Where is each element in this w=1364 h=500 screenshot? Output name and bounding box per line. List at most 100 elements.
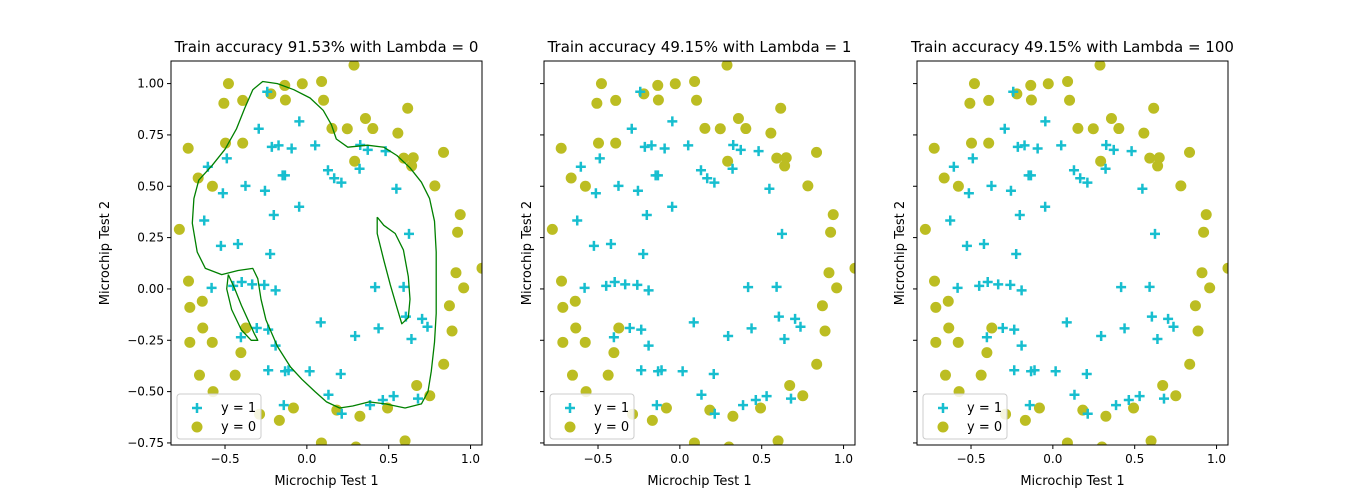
data-point-y0	[1113, 123, 1125, 135]
data-point-y1	[1123, 395, 1134, 406]
data-point-y1	[323, 389, 334, 400]
data-point-y1	[1050, 366, 1061, 377]
axes-frame	[543, 60, 856, 446]
data-point-y1	[643, 285, 654, 296]
data-point-y1	[315, 317, 326, 328]
data-point-y0	[952, 336, 964, 348]
x-tick-label: 0.5	[379, 452, 398, 466]
data-point-y0	[555, 142, 567, 154]
data-point-y1	[1111, 400, 1122, 411]
subplot-title: Train accuracy 49.15% with Lambda = 100	[910, 38, 1234, 56]
data-point-y1	[273, 140, 284, 151]
data-point-y0	[986, 322, 998, 334]
data-point-y1	[572, 215, 583, 226]
data-point-y1	[1005, 185, 1016, 196]
data-point-y1	[373, 323, 384, 334]
data-point-y1	[1056, 140, 1067, 151]
data-point-y1	[1005, 279, 1016, 290]
data-point-y1	[688, 317, 699, 328]
data-point-y0	[359, 112, 371, 124]
data-point-y1	[1116, 282, 1127, 293]
data-point-y1	[262, 86, 273, 97]
data-point-y0	[1204, 282, 1216, 294]
data-point-y1	[1069, 389, 1080, 400]
x-axis-label: Microchip Test 1	[1020, 474, 1124, 489]
legend-marker-y1	[938, 403, 948, 413]
data-point-y1	[702, 173, 713, 184]
data-point-y1	[785, 393, 796, 404]
data-point-y0	[823, 267, 835, 279]
data-point-y0	[1148, 102, 1160, 114]
y-tick-label: 0.25	[137, 231, 164, 245]
data-point-y1	[771, 281, 782, 292]
subplot-title: Train accuracy 91.53% with Lambda = 0	[174, 38, 479, 56]
data-point-y0	[565, 172, 577, 184]
data-point-y1	[1040, 116, 1051, 127]
data-point-y1	[605, 238, 616, 249]
data-point-y1	[1101, 139, 1112, 150]
data-point-y0	[1019, 414, 1031, 426]
data-point-y1	[638, 249, 649, 260]
data-point-y1	[632, 185, 643, 196]
data-point-y0	[1192, 325, 1204, 337]
data-point-y1	[370, 282, 381, 293]
data-point-y1	[406, 334, 417, 345]
data-point-y1	[750, 395, 761, 406]
data-point-y1	[215, 240, 226, 251]
data-point-y0	[608, 347, 620, 359]
data-point-y0	[184, 336, 196, 348]
data-point-y1	[283, 365, 294, 376]
data-point-y0	[557, 301, 569, 313]
data-point-y0	[714, 123, 726, 135]
data-point-y1	[1146, 311, 1157, 322]
data-point-y1	[398, 281, 409, 292]
data-point-y0	[983, 137, 995, 149]
data-point-y1	[232, 238, 243, 249]
data-point-y1	[1082, 408, 1093, 419]
data-point-y0	[593, 137, 605, 149]
data-point-y1	[579, 282, 590, 293]
legend: y = 1 y = 0	[176, 393, 262, 440]
legend-label-y0: y = 0	[221, 420, 256, 435]
data-point-y1	[310, 140, 321, 151]
data-point-y1	[217, 188, 228, 199]
data-point-y1	[322, 165, 333, 176]
data-point-y1	[1012, 141, 1023, 152]
y-tick-label: −0.75	[127, 436, 164, 450]
data-point-y0	[688, 437, 700, 445]
data-point-y1	[335, 368, 346, 379]
data-point-y1	[247, 279, 258, 290]
data-point-y0	[1200, 209, 1212, 221]
data-point-y1	[695, 165, 706, 176]
data-point-y1	[1014, 210, 1025, 221]
data-point-y0	[279, 79, 291, 91]
data-point-y1	[1008, 86, 1019, 97]
data-point-y0	[981, 347, 993, 359]
data-point-y1	[997, 322, 1008, 333]
data-point-y0	[784, 379, 796, 391]
legend-label-y1: y = 1	[221, 401, 256, 416]
x-tick-label: 0.0	[670, 452, 689, 466]
data-point-y0	[392, 127, 404, 139]
data-point-y1	[1040, 201, 1051, 212]
data-point-y0	[1105, 112, 1117, 124]
data-point-y0	[591, 97, 603, 109]
data-point-y1	[1108, 144, 1119, 155]
data-point-y0	[237, 137, 249, 149]
data-point-y0	[454, 209, 466, 221]
data-point-y0	[771, 152, 783, 164]
x-tick-label: 1.0	[461, 452, 480, 466]
plot-area	[546, 61, 855, 445]
y-axis-label: Microchip Test 2	[893, 201, 908, 305]
data-point-y1	[1082, 177, 1093, 188]
data-point-y1	[773, 311, 784, 322]
data-point-y1	[1016, 285, 1027, 296]
data-point-y0	[983, 94, 995, 106]
data-point-y1	[708, 368, 719, 379]
data-point-y0	[326, 122, 338, 134]
data-point-y0	[1096, 441, 1108, 445]
data-point-y1	[982, 276, 993, 287]
data-point-y0	[727, 410, 739, 422]
data-point-y1	[746, 323, 757, 334]
